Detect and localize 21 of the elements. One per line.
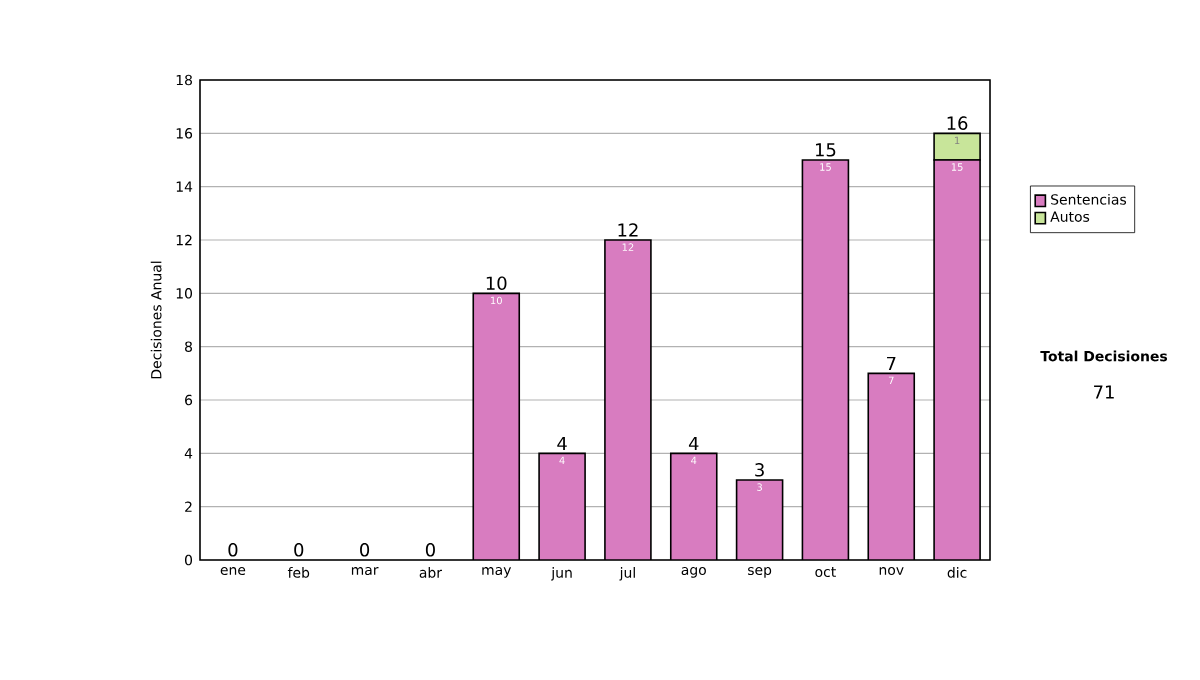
total-label: 0: [425, 543, 435, 557]
bar: [933, 159, 981, 560]
bar: [801, 159, 850, 560]
bar: [735, 479, 784, 560]
total-label: 16: [947, 116, 968, 130]
total-label: 4: [557, 436, 567, 450]
total-label: 3: [755, 463, 764, 477]
total-label: 4: [688, 436, 699, 450]
bar: [669, 452, 718, 560]
text: 71: [1094, 385, 1114, 399]
bar: [604, 239, 652, 560]
total-label: 12: [618, 223, 638, 237]
total-label: 7: [887, 356, 896, 370]
bar: [538, 452, 586, 560]
total-label: 0: [294, 543, 304, 557]
total-label: 15: [815, 143, 836, 157]
total-label: 0: [228, 543, 238, 557]
bar: [472, 292, 521, 560]
bar: [867, 372, 916, 560]
total-label: 10: [486, 276, 507, 290]
total-label: 0: [360, 543, 370, 557]
